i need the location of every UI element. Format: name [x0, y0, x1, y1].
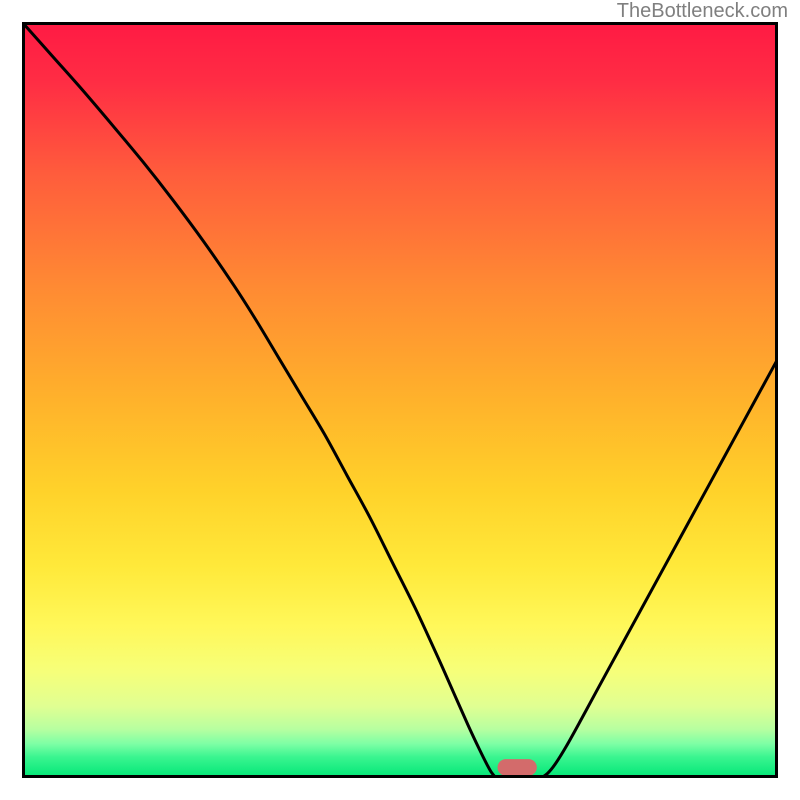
bottleneck-chart: [22, 22, 778, 778]
optimal-marker: [498, 759, 537, 776]
watermark-text: TheBottleneck.com: [617, 0, 788, 23]
gradient-background: [22, 22, 778, 778]
figure-root: TheBottleneck.com: [0, 0, 800, 800]
